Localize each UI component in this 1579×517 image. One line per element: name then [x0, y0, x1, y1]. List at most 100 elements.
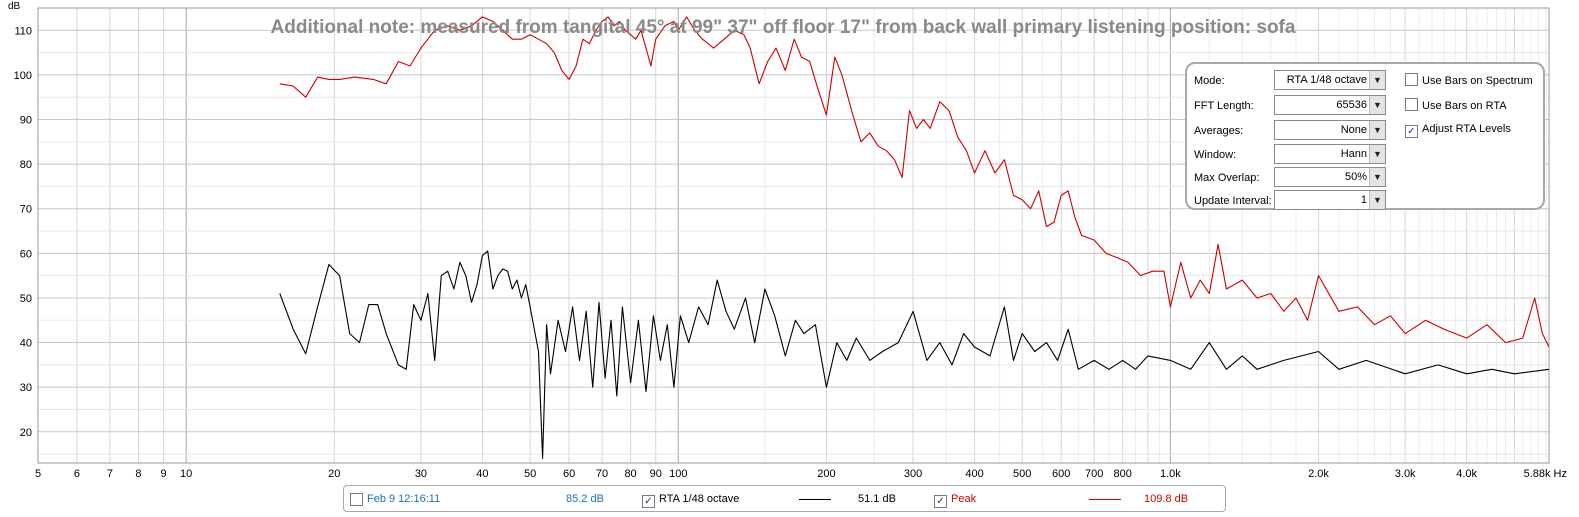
update-label: Update Interval:: [1194, 195, 1272, 207]
overlap-label: Max Overlap:: [1194, 172, 1260, 184]
x-tick-label: 60: [563, 468, 575, 480]
checkbox-icon[interactable]: [1405, 98, 1418, 111]
fft-value: 65536: [1336, 99, 1367, 111]
x-tick-label: 6: [74, 468, 80, 480]
window-value: Hann: [1340, 148, 1367, 160]
series-line-peak: [279, 16, 1550, 348]
window-row: Window: Hann ▼: [1194, 144, 1394, 166]
update-interval-select[interactable]: 1 ▼: [1274, 190, 1386, 210]
axis-ticks: 20 30 40 50 60 70 80 90 100 110 5 6 7 8 9 10 20 30 40 50 60 7…: [14, 25, 1567, 480]
y-tick-label: 100: [14, 70, 32, 82]
grid-lines: [37, 7, 1550, 464]
averages-select[interactable]: None ▼: [1274, 120, 1386, 140]
legend-rta-value: 51.1 dB: [858, 493, 896, 505]
x-tick-label: 90: [650, 468, 662, 480]
bars-spectrum-label: Use Bars on Spectrum: [1422, 75, 1533, 87]
mode-row: Mode: RTA 1/48 octave ▼: [1194, 70, 1394, 92]
x-tick-label: 300: [904, 468, 922, 480]
legend-rta-checkbox[interactable]: ✓: [642, 493, 659, 508]
x-tick-label: 30: [415, 468, 427, 480]
x-tick-label: 1.0k: [1160, 468, 1181, 480]
legend-meas-name: Feb 9 12:16:11: [367, 493, 441, 505]
mode-value: RTA 1/48 octave: [1286, 74, 1367, 86]
x-tick-label: 400: [965, 468, 983, 480]
y-axis-label: dB: [8, 1, 21, 12]
legend-peak-name: Peak: [951, 493, 977, 505]
checkbox-icon[interactable]: [1405, 73, 1418, 86]
update-row: Update Interval: 1 ▼: [1194, 190, 1394, 212]
x-tick-label: 2.0k: [1308, 468, 1329, 480]
y-tick-label: 50: [20, 293, 32, 305]
x-tick-label: 100: [669, 468, 687, 480]
y-tick-label: 110: [14, 25, 32, 37]
series-lines: [279, 16, 1550, 460]
legend-peak-value: 109.8 dB: [1144, 493, 1189, 505]
y-tick-label: 90: [20, 115, 32, 127]
x-tick-label: 8: [135, 468, 141, 480]
averages-label: Averages:: [1194, 125, 1244, 137]
mode-select[interactable]: RTA 1/48 octave ▼: [1274, 70, 1386, 90]
overlap-value: 50%: [1344, 171, 1367, 183]
use-bars-spectrum-checkbox[interactable]: Use Bars on Spectrum: [1405, 73, 1533, 89]
window-label: Window:: [1194, 149, 1237, 161]
checkmark-icon[interactable]: ✓: [642, 495, 655, 508]
mode-label: Mode:: [1194, 75, 1225, 87]
averages-value: None: [1340, 124, 1367, 136]
overlap-select[interactable]: 50% ▼: [1274, 167, 1386, 187]
x-tick-label: 3.0k: [1395, 468, 1416, 480]
checkbox-icon[interactable]: [350, 493, 363, 506]
chevron-down-icon[interactable]: ▼: [1369, 168, 1385, 186]
x-tick-label: 700: [1085, 468, 1103, 480]
plot-frame: [37, 7, 1550, 464]
x-tick-label: 5: [35, 468, 41, 480]
chart-title: Additional note: measured from tangital …: [271, 17, 1296, 38]
checkmark-icon[interactable]: ✓: [1405, 125, 1418, 138]
chevron-down-icon[interactable]: ▼: [1369, 96, 1385, 114]
y-tick-label: 40: [20, 338, 32, 350]
x-tick-label: 70: [596, 468, 608, 480]
legend-peak-swatch: [1089, 499, 1121, 500]
x-tick-label: 600: [1052, 468, 1070, 480]
chevron-down-icon[interactable]: ▼: [1369, 145, 1385, 163]
legend-rta-swatch: [799, 499, 831, 500]
x-tick-label: 4.0k: [1456, 468, 1477, 480]
legend-meas-checkbox[interactable]: [350, 493, 367, 507]
fft-row: FFT Length: 65536 ▼: [1194, 95, 1394, 117]
chevron-down-icon[interactable]: ▼: [1369, 121, 1385, 139]
legend-meas-value: 85.2 dB: [566, 493, 604, 505]
x-tick-label: 5.88k Hz: [1524, 468, 1567, 480]
chevron-down-icon[interactable]: ▼: [1369, 191, 1385, 209]
checkmark-icon[interactable]: ✓: [934, 495, 947, 508]
series-line-rta-1-48-octave: [279, 250, 1550, 460]
averages-row: Averages: None ▼: [1194, 120, 1394, 142]
x-tick-label: 80: [624, 468, 636, 480]
y-tick-label: 70: [20, 204, 32, 216]
fft-length-select[interactable]: 65536 ▼: [1274, 95, 1386, 115]
x-tick-label: 7: [107, 468, 113, 480]
rta-settings-panel: Mode: RTA 1/48 octave ▼ FFT Length: 6553…: [1185, 62, 1545, 210]
x-tick-label: 20: [328, 468, 340, 480]
x-tick-label: 40: [476, 468, 488, 480]
measurement-legend: Feb 9 12:16:11 85.2 dB ✓ RTA 1/48 octave…: [343, 485, 1226, 512]
x-tick-label: 50: [524, 468, 536, 480]
legend-rta-name: RTA 1/48 octave: [659, 493, 740, 505]
x-tick-label: 10: [180, 468, 192, 480]
x-tick-label: 200: [817, 468, 835, 480]
y-tick-label: 30: [20, 382, 32, 394]
bars-rta-label: Use Bars on RTA: [1422, 100, 1507, 112]
x-tick-label: 500: [1013, 468, 1031, 480]
overlap-row: Max Overlap: 50% ▼: [1194, 167, 1394, 189]
window-select[interactable]: Hann ▼: [1274, 144, 1386, 164]
fft-label: FFT Length:: [1194, 100, 1254, 112]
y-tick-label: 20: [20, 427, 32, 439]
y-tick-label: 80: [20, 159, 32, 171]
legend-peak-checkbox[interactable]: ✓: [934, 493, 951, 508]
chevron-down-icon[interactable]: ▼: [1369, 71, 1385, 89]
y-tick-label: 60: [20, 248, 32, 260]
x-tick-label: 9: [161, 468, 167, 480]
use-bars-rta-checkbox[interactable]: Use Bars on RTA: [1405, 98, 1507, 114]
adjust-rta-levels-checkbox[interactable]: ✓ Adjust RTA Levels: [1405, 123, 1511, 139]
update-value: 1: [1360, 194, 1367, 206]
adjust-rta-label: Adjust RTA Levels: [1422, 123, 1511, 135]
